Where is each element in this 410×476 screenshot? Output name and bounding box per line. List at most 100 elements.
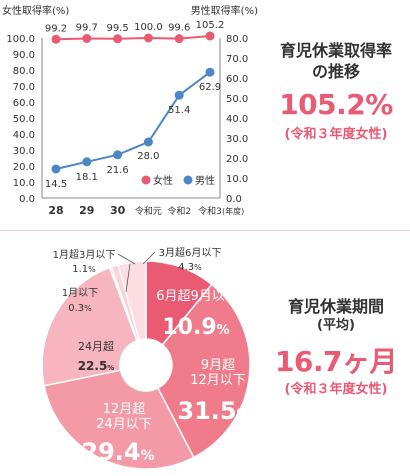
slice-value-unit: % (107, 364, 114, 372)
left-tick-label: 80.0 (13, 66, 35, 77)
slice-value-label: 29.4% (81, 438, 154, 466)
legend-swatch (141, 175, 151, 185)
data-point-male (82, 157, 92, 167)
right-tick-label: 0.0 (226, 194, 242, 205)
rate-summary-note: (令和３年度女性) (284, 127, 388, 142)
data-label-female: 99.7 (76, 22, 98, 33)
x-tick-label: 令和3 (198, 205, 222, 217)
rate-summary-value: 105.2% (279, 88, 393, 121)
data-label-male: 51.4 (168, 105, 190, 116)
slice-value-unit: % (141, 448, 155, 464)
right-tick-label: 30.0 (226, 134, 248, 145)
slice-value-label: 10.9% (162, 315, 229, 340)
left-tick-label: 30.0 (13, 146, 35, 157)
period-summary-note: (令和３年度女性) (284, 382, 388, 397)
slice-name-label: 24月以下 (96, 417, 152, 432)
right-tick-label: 40.0 (226, 114, 248, 125)
left-tick-label: 50.0 (13, 114, 35, 125)
leave-rate-line-chart: 女性取得率(%) 男性取得率(%) 100.0 90.0 80.0 70.0 60.0 50.… (2, 4, 258, 217)
slice-value-number: 29.4 (81, 438, 140, 466)
left-axis-title: 女性取得率(%) (2, 4, 69, 17)
data-label-female: 99.6 (168, 23, 190, 34)
slice-name-label: 24月超 (78, 339, 114, 353)
left-tick-label: 90.0 (13, 50, 35, 61)
slice-name-label: 3月超6月以下 (159, 246, 222, 259)
pie-slice (41, 266, 138, 387)
period-summary: 育児休業期間 (平均) 16.7ヶ月 (令和３年度女性) (262, 296, 410, 399)
data-label-female: 100.0 (134, 22, 163, 33)
pie-slice (43, 369, 195, 470)
period-summary-title-line1: 育児休業期間 (287, 297, 384, 316)
slice-value-unit: % (217, 323, 230, 338)
data-label-female: 99.2 (45, 23, 67, 34)
x-tick-label: 令和2 (167, 205, 191, 217)
slice-name-label: 1月超3月以下 (53, 248, 116, 261)
section-divider (0, 230, 410, 231)
slice-value-number: 1.1 (72, 264, 88, 275)
slice-value-number: 4.3 (178, 262, 194, 273)
x-tick-label: 28 (48, 204, 63, 217)
left-tick-label: 10.0 (13, 178, 35, 189)
x-tick-label: 30 (110, 204, 126, 217)
slice-value-number: 31.5 (177, 397, 236, 425)
data-point-male (51, 164, 61, 174)
slice-name-label: 1月以下 (62, 287, 98, 299)
slice-value-label: 1.1% (72, 264, 96, 275)
legend-label: 男性 (195, 174, 215, 187)
left-tick-label: 60.0 (13, 98, 35, 109)
data-point-male (113, 150, 123, 160)
left-tick-label: 20.0 (13, 162, 35, 173)
data-point-female (205, 31, 215, 41)
right-tick-label: 70.0 (226, 54, 248, 65)
leader-line (117, 253, 136, 265)
chart-legend: 女性 男性 (141, 174, 215, 187)
leave-period-donut-chart: 6月超9月以下10.9%9月超12月以下31.5%12月超24月以下29.4%2… (41, 246, 251, 470)
slice-value-label: 0.3% (68, 303, 92, 314)
data-point-male (174, 90, 184, 100)
series-line-female (55, 35, 211, 41)
x-tick-label: 令和元 (135, 205, 162, 217)
right-tick-label: 50.0 (226, 94, 248, 105)
period-summary-value: 16.7ヶ月 (274, 345, 398, 378)
slice-name-label: 12月以下 (190, 373, 246, 388)
left-tick-label: 40.0 (13, 130, 35, 141)
pie-slice (117, 260, 147, 341)
slice-value-number: 0.3 (68, 303, 84, 314)
leader-line (142, 251, 156, 265)
left-tick-label: 70.0 (13, 82, 35, 93)
data-point-male (143, 137, 153, 147)
right-tick-label: 80.0 (226, 34, 248, 45)
left-tick-label: 0.0 (19, 194, 35, 205)
series-line-male (55, 71, 211, 170)
legend-swatch (183, 175, 193, 185)
data-point-female (82, 33, 92, 43)
slice-value-number: 10.9 (162, 315, 216, 340)
slice-name-label: 9月超 (201, 358, 235, 373)
rate-summary: 育児休業取得率 の推移 105.2% (令和３年度女性) (262, 40, 410, 144)
slice-value-label: 22.5% (78, 359, 115, 373)
left-tick-label: 100.0 (6, 34, 35, 45)
slice-value-unit: % (84, 304, 92, 313)
x-tick-label: 29 (79, 204, 94, 217)
data-label-male: 18.1 (76, 172, 98, 183)
slice-value-unit: % (88, 265, 96, 274)
legend-label: 女性 (153, 174, 173, 187)
data-label-female: 105.2 (196, 20, 225, 31)
data-label-male: 62.9 (199, 82, 221, 93)
slice-value-number: 22.5 (78, 359, 108, 373)
data-point-female (113, 34, 123, 44)
right-tick-label: 60.0 (226, 74, 248, 85)
right-axis-title: 男性取得率(%) (191, 4, 258, 17)
slice-value-unit: % (237, 407, 251, 423)
data-label-male: 21.6 (106, 165, 128, 176)
data-label-male: 14.5 (45, 179, 67, 190)
data-point-female (51, 34, 61, 44)
slice-value-label: 31.5% (177, 397, 250, 425)
leader-line (125, 263, 131, 293)
pie-slice (156, 283, 251, 459)
right-tick-label: 10.0 (226, 174, 248, 185)
x-unit-label: (年度) (222, 206, 244, 216)
rate-summary-title-line2: の推移 (311, 62, 360, 81)
slice-name-label: 12月超 (103, 402, 146, 417)
